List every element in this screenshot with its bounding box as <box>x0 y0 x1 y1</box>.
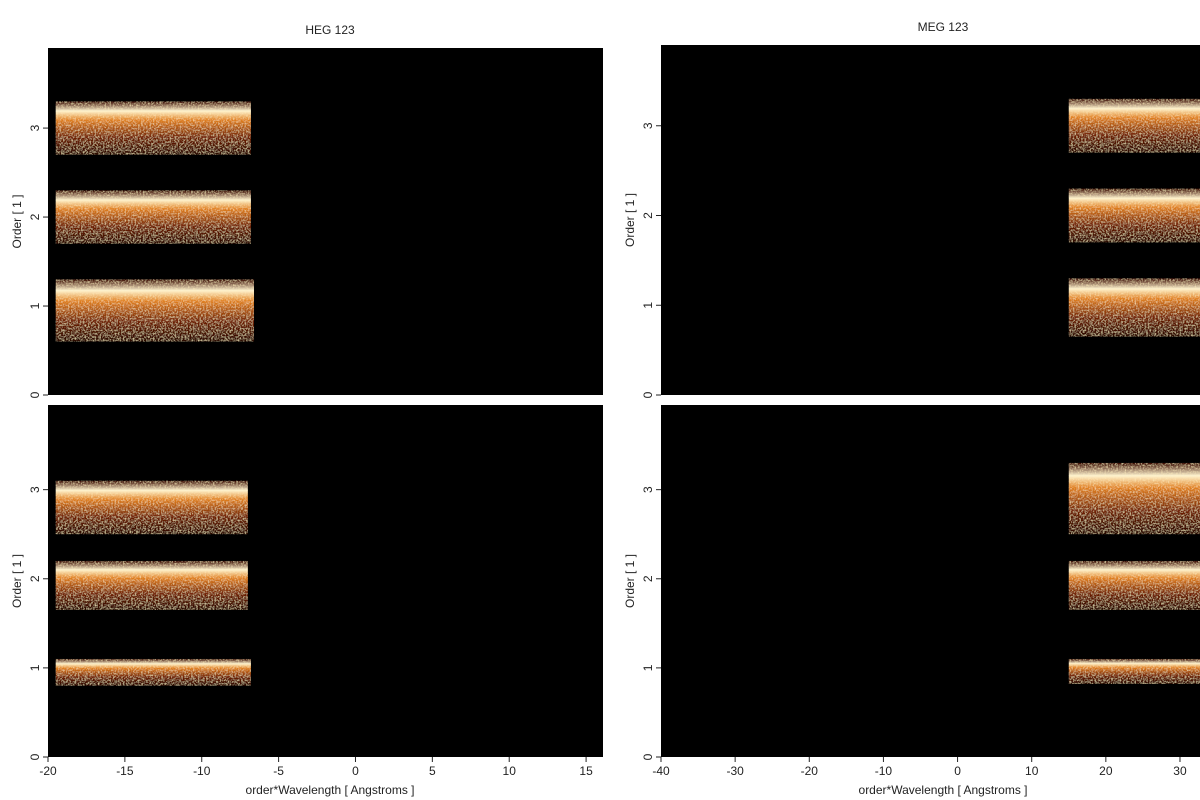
y-axis-label: Order [ 1 ] <box>10 554 24 608</box>
y-tick-label: 1 <box>28 302 42 309</box>
x-tick-label: -15 <box>116 764 134 778</box>
y-axis-label: Order [ 1 ] <box>623 193 637 247</box>
y-tick-label: 3 <box>28 124 42 131</box>
emission-region <box>55 480 248 535</box>
x-tick-label: 0 <box>954 764 961 778</box>
emission-region <box>55 101 251 155</box>
x-tick-label: 15 <box>579 764 593 778</box>
x-tick-label: -40 <box>652 764 670 778</box>
x-axis-label: order*Wavelength [ Angstroms ] <box>859 783 1028 797</box>
y-tick-label: 1 <box>641 664 655 671</box>
emission-region <box>1068 462 1200 535</box>
x-tick-label: -20 <box>39 764 57 778</box>
y-tick-label: 0 <box>641 391 655 398</box>
y-axis-label: Order [ 1 ] <box>623 554 637 608</box>
x-axis-label: order*Wavelength [ Angstroms ] <box>246 783 415 797</box>
x-tick-label: 20 <box>1099 764 1113 778</box>
emission-region <box>55 279 255 342</box>
y-tick-label: 1 <box>28 664 42 671</box>
x-tick-label: -5 <box>273 764 284 778</box>
x-tick-label: 0 <box>352 764 359 778</box>
emission-region <box>55 560 248 610</box>
emission-region <box>1068 188 1200 243</box>
x-tick-label: 30 <box>1173 764 1187 778</box>
x-tick-label: -10 <box>875 764 893 778</box>
panel-title: MEG 123 <box>918 20 969 34</box>
y-tick-label: 2 <box>641 575 655 582</box>
x-tick-label: -20 <box>801 764 819 778</box>
y-tick-label: 2 <box>28 575 42 582</box>
emission-region <box>1068 658 1200 684</box>
panel-title: HEG 123 <box>305 23 355 37</box>
y-tick-label: 0 <box>28 391 42 398</box>
y-axis-label: Order [ 1 ] <box>10 194 24 248</box>
x-tick-label: -30 <box>726 764 744 778</box>
x-tick-label: 10 <box>1025 764 1039 778</box>
y-tick-label: 0 <box>28 753 42 760</box>
emission-region <box>1068 98 1200 153</box>
emission-region <box>55 658 251 686</box>
emission-region <box>55 190 251 244</box>
y-tick-label: 3 <box>641 486 655 493</box>
y-tick-label: 2 <box>28 213 42 220</box>
y-tick-label: 2 <box>641 212 655 219</box>
y-tick-label: 3 <box>641 122 655 129</box>
x-tick-label: -10 <box>193 764 211 778</box>
y-tick-label: 3 <box>28 486 42 493</box>
emission-region <box>1068 560 1200 610</box>
emission-region <box>1068 278 1200 337</box>
x-tick-label: 5 <box>429 764 436 778</box>
x-tick-label: 10 <box>503 764 517 778</box>
y-tick-label: 0 <box>641 753 655 760</box>
y-tick-label: 1 <box>641 302 655 309</box>
